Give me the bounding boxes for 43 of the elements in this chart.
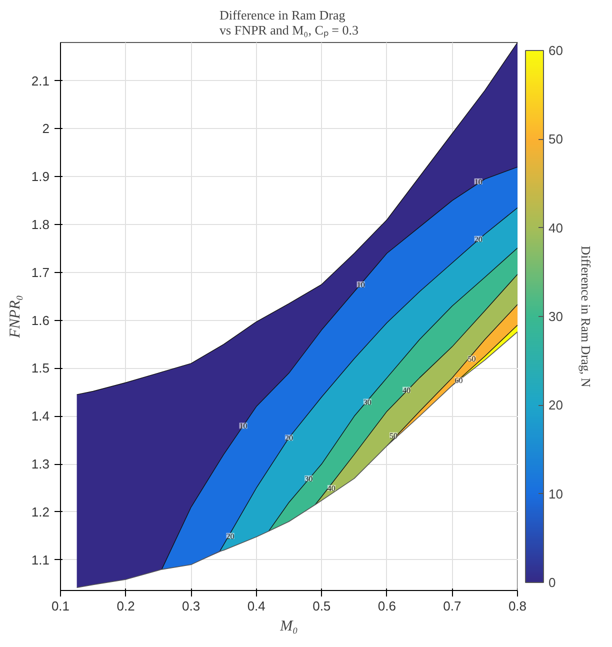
y-tick-label: 1.1 xyxy=(31,552,50,568)
annotation: 20 xyxy=(285,434,293,443)
annotation: 30 xyxy=(304,474,313,484)
y-tick-label: 2.1 xyxy=(31,73,50,88)
color-bar-label: 30 xyxy=(548,309,563,324)
x-tick-label: 0.6 xyxy=(378,598,396,614)
annotation: 20 xyxy=(226,532,234,541)
color-bar-label: 0 xyxy=(548,575,556,590)
color-bar-label: 40 xyxy=(548,220,563,236)
annotation: 30 xyxy=(363,398,372,407)
y-tick-label: 1.6 xyxy=(31,312,50,328)
color-bar-label: 60 xyxy=(548,43,563,58)
annotation: 50 xyxy=(468,354,476,364)
annotation: 40 xyxy=(327,484,336,493)
color-bar-label: 10 xyxy=(548,486,563,502)
x-tick-label: 0.5 xyxy=(312,598,331,614)
x-tick-label: 0.7 xyxy=(443,598,462,614)
annotation: 10 xyxy=(356,280,365,290)
y-tick-label: 1.2 xyxy=(31,504,50,520)
annotation: 60 xyxy=(454,376,463,386)
x-tick-label: 0.1 xyxy=(51,598,70,614)
y-tick-label: 1.9 xyxy=(31,169,50,184)
y-tick-label: 1.8 xyxy=(31,217,50,232)
annotation: 40 xyxy=(402,386,411,395)
annotation: 20 xyxy=(474,234,482,244)
y-tick-label: 2 xyxy=(42,121,50,136)
annotation: 10 xyxy=(239,422,248,431)
y-tick-label: 1.4 xyxy=(31,408,50,424)
color-bar-label: 20 xyxy=(548,398,563,413)
x-tick-label: 0.8 xyxy=(508,598,527,614)
x-tick-label: 0.4 xyxy=(247,598,266,614)
y-tick-label: 1.3 xyxy=(31,456,50,472)
annotation: 50 xyxy=(389,431,398,440)
x-tick-label: 0.3 xyxy=(182,598,200,614)
chart-title: Difference in Ram Drag vs FNPR and M₀, Cₚ = 0.3 xyxy=(220,8,358,38)
x-axis-title: M₀ xyxy=(279,618,298,634)
y-tick-label: 1.7 xyxy=(31,264,50,280)
annotation: 10 xyxy=(474,177,482,186)
color-bar-title: Difference in Ram Drag, N xyxy=(578,246,594,388)
y-tick-label: 1.5 xyxy=(31,360,50,376)
x-tick-label: 0.2 xyxy=(116,598,135,614)
y-axis-title: FNPR₀ xyxy=(7,295,24,339)
color-bar-label: 50 xyxy=(548,132,563,147)
